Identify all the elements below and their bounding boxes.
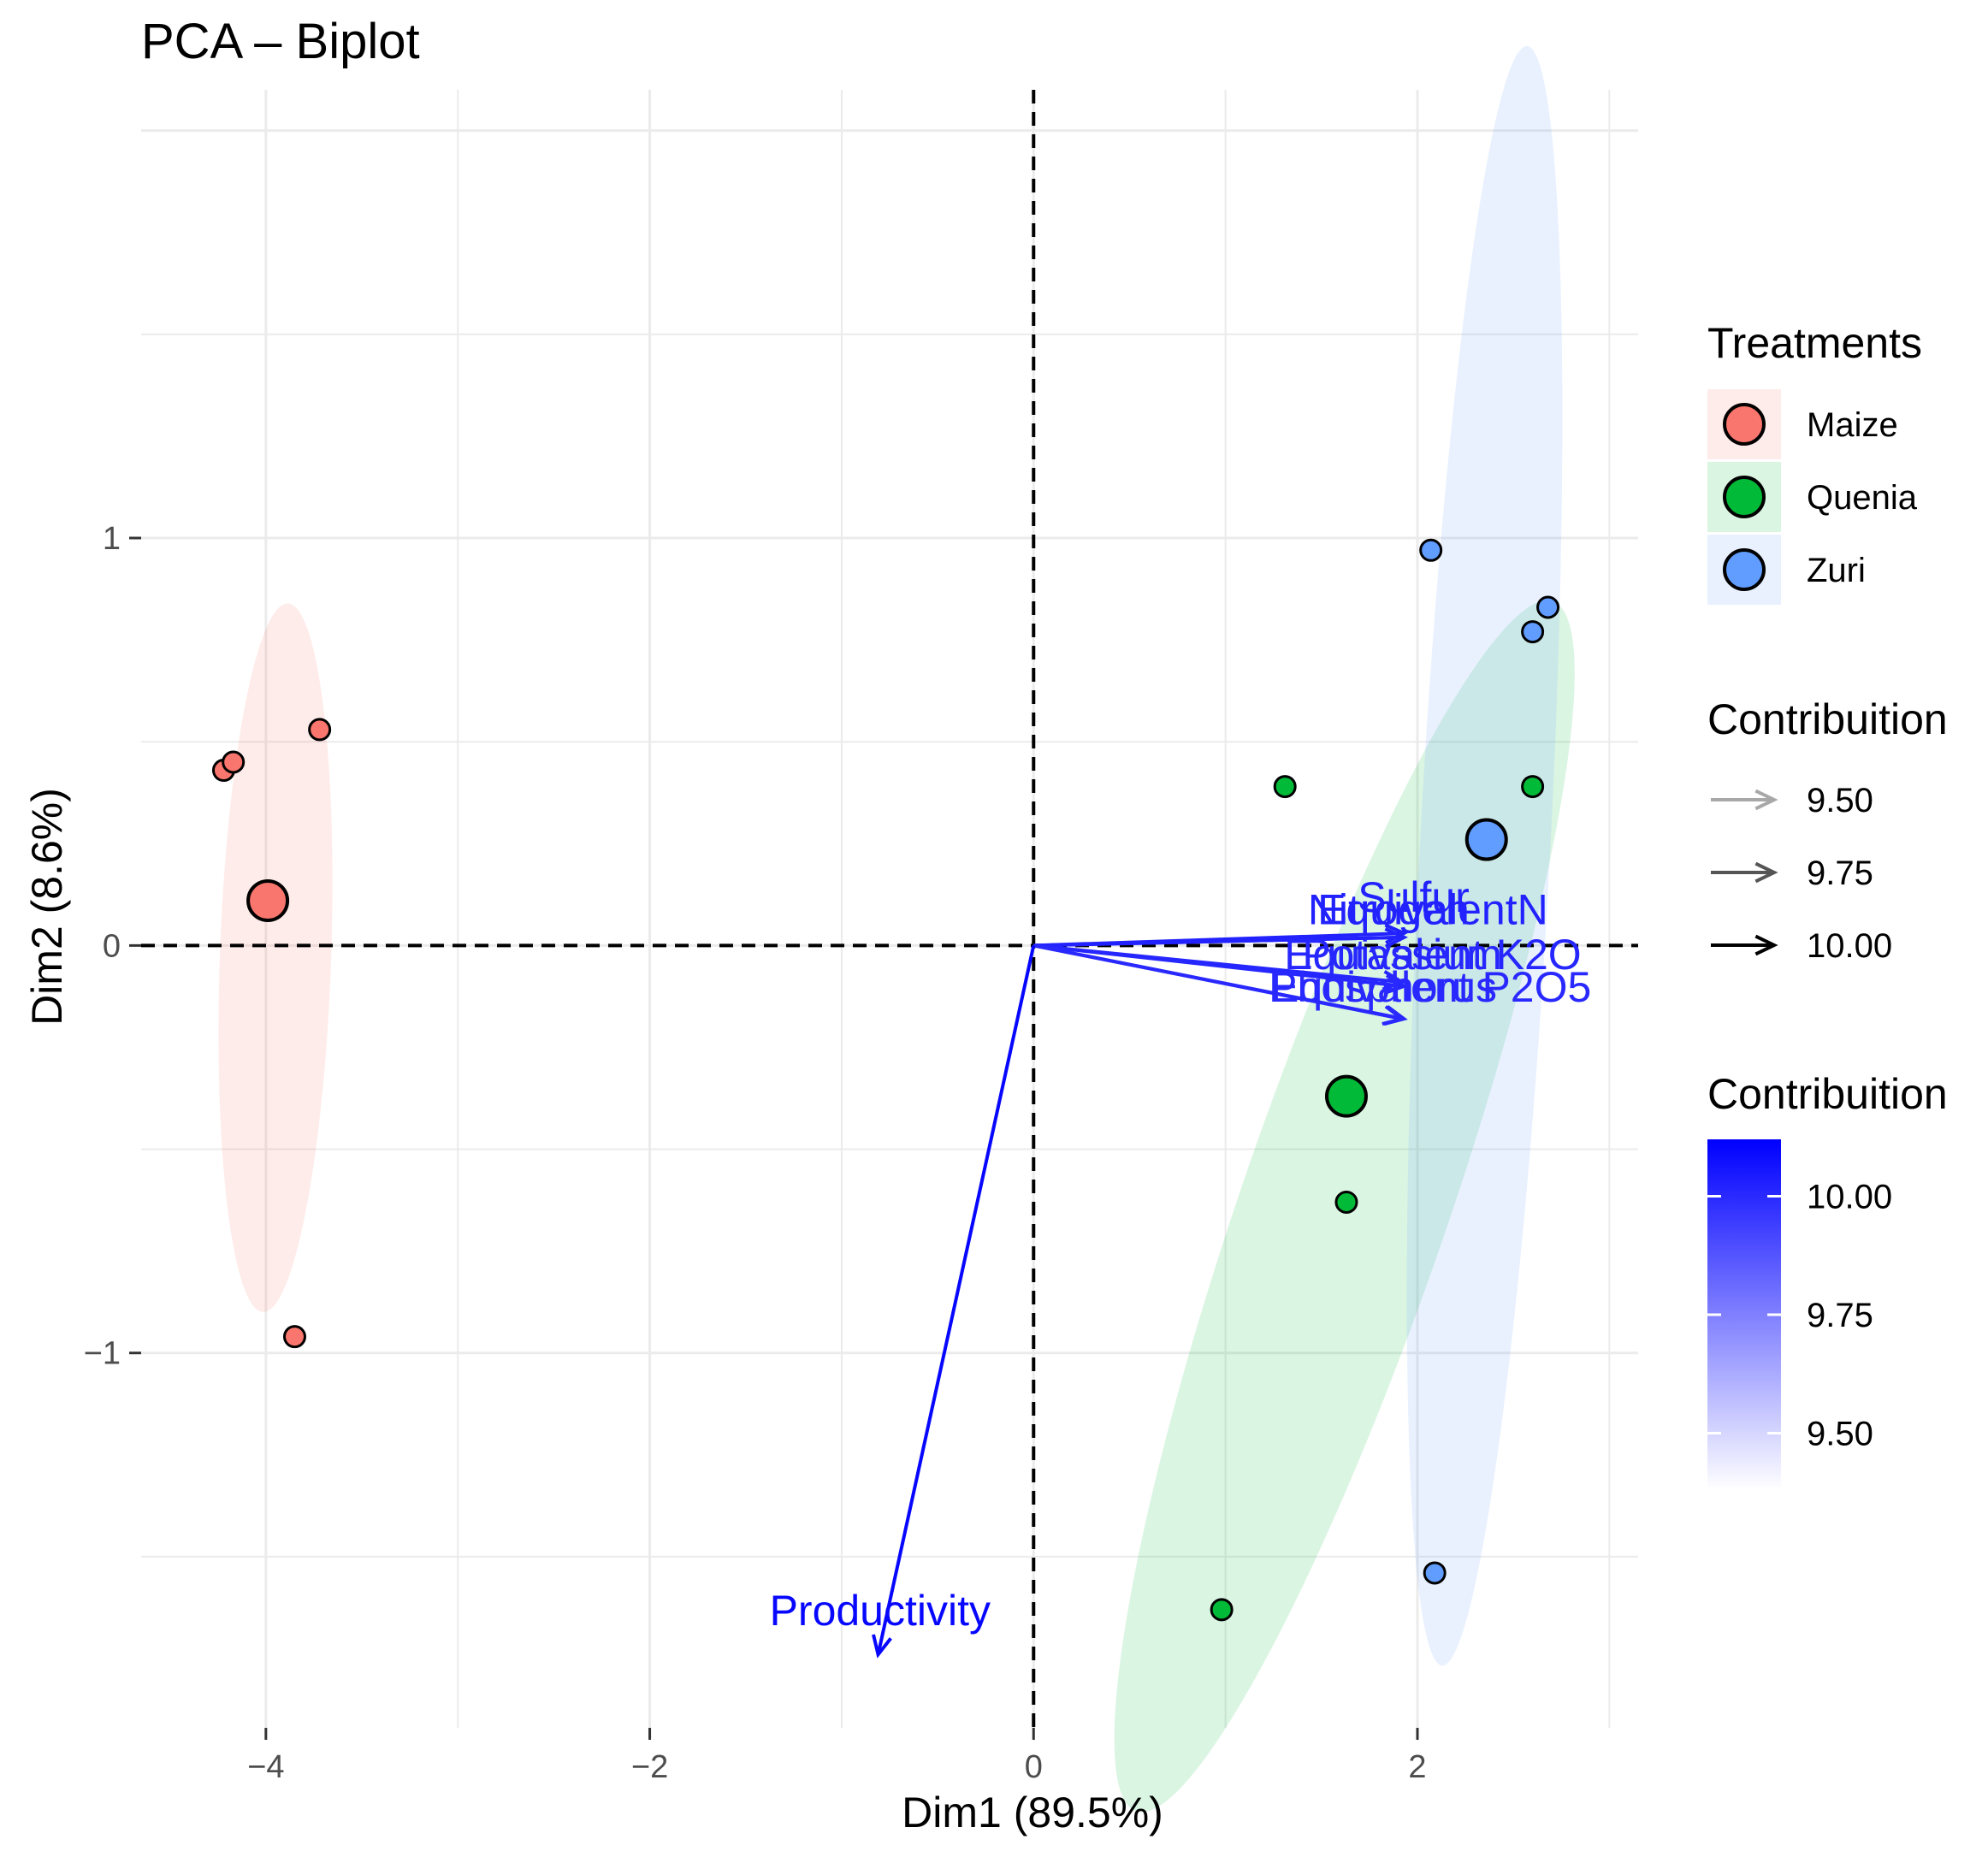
centroid-quenia bbox=[1324, 1074, 1368, 1118]
chart-title: PCA – Biplot bbox=[141, 14, 420, 69]
variable-arrowhead-6 bbox=[1383, 1005, 1408, 1026]
point-maize bbox=[222, 750, 246, 774]
x-tick-label: 0 bbox=[1025, 1749, 1043, 1785]
x-tick-label: −4 bbox=[247, 1749, 284, 1785]
legend-treatments: Treatments Maize Quenia Zuri bbox=[1707, 319, 1922, 605]
variable-arrows bbox=[872, 923, 1408, 1659]
variable-label: Phosphorus bbox=[1269, 963, 1497, 1011]
variable-arrowhead-3 bbox=[1382, 970, 1406, 991]
legend-arrowhead bbox=[1754, 861, 1778, 884]
variable-arrow-2 bbox=[1033, 935, 1405, 948]
legend-treatments-title: Treatments bbox=[1707, 319, 1922, 367]
legend-marker-quenia bbox=[1723, 476, 1766, 518]
legend-contribution-gradient: Contribuition 10.00 9.75 9.50 bbox=[1707, 1070, 1948, 1490]
x-axis-title: Dim1 (89.5%) bbox=[902, 1789, 1163, 1836]
point-quenia bbox=[1334, 1190, 1358, 1214]
point-zuri bbox=[1423, 1561, 1447, 1585]
variable-arrow-6 bbox=[1032, 943, 1405, 1021]
legend-arrow-label: 9.75 bbox=[1807, 855, 1873, 892]
variable-arrowhead-7 bbox=[872, 1634, 892, 1659]
variable-label: Nitrogen bbox=[1308, 885, 1470, 933]
legend-arrowhead bbox=[1754, 789, 1778, 811]
variable-label: EquivalentN bbox=[1317, 885, 1548, 933]
variable-label: Productivity bbox=[770, 1587, 991, 1635]
variable-label: Sulfur bbox=[1358, 873, 1470, 921]
legend-label-quenia: Quenia bbox=[1807, 479, 1918, 517]
point-quenia bbox=[1273, 775, 1297, 799]
legend-marker-maize bbox=[1723, 403, 1766, 446]
axes: −4 −2 0 2 −1 0 1 bbox=[84, 521, 1427, 1785]
variable-labels: SulfurNitrogenEquivalentNPotassiumEquiva… bbox=[770, 873, 1592, 1635]
legend-label-maize: Maize bbox=[1807, 406, 1898, 444]
variable-arrowhead-2 bbox=[1384, 927, 1408, 949]
point-quenia bbox=[1521, 775, 1545, 799]
y-tick-label: 1 bbox=[103, 521, 121, 557]
point-quenia bbox=[1210, 1598, 1234, 1622]
individual-points bbox=[211, 538, 1560, 1622]
y-tick-label: 0 bbox=[103, 928, 121, 964]
variable-arrowhead-0 bbox=[1384, 923, 1408, 944]
x-tick-label: −2 bbox=[631, 1749, 668, 1785]
legend-arrow-label: 10.00 bbox=[1807, 927, 1892, 965]
variable-label: Potassium bbox=[1302, 931, 1501, 979]
variable-arrowhead-4 bbox=[1383, 973, 1408, 995]
point-maize bbox=[308, 718, 332, 742]
legend-gradient-title: Contribuition bbox=[1707, 1070, 1948, 1118]
point-zuri bbox=[1536, 595, 1560, 619]
ellipse-maize bbox=[218, 603, 333, 1312]
point-maize bbox=[282, 1325, 306, 1349]
y-tick-label: −1 bbox=[84, 1336, 121, 1372]
point-zuri bbox=[1521, 620, 1545, 644]
y-axis-title: Dim2 (8.6%) bbox=[23, 788, 71, 1026]
legend-marker-zuri bbox=[1723, 548, 1766, 591]
legend-contribution-arrows: Contribuition 9.50 9.75 10.00 bbox=[1707, 695, 1948, 965]
gradient-tick-label: 10.00 bbox=[1807, 1178, 1892, 1215]
centroid-maize bbox=[246, 878, 290, 922]
legend-arrow-title: Contribuition bbox=[1707, 695, 1948, 743]
point-zuri bbox=[1419, 538, 1443, 562]
legend-arrow-label: 9.50 bbox=[1807, 782, 1873, 819]
variable-label: Equivalent K2O bbox=[1284, 931, 1581, 979]
variable-arrow-7 bbox=[876, 944, 1036, 1655]
plot-area: SulfurNitrogenEquivalentNPotassiumEquiva… bbox=[141, 45, 1638, 1813]
legend-arrowhead bbox=[1754, 934, 1778, 956]
variable-label: Equivalent P2O5 bbox=[1270, 963, 1591, 1011]
variable-arrow-4 bbox=[1033, 943, 1405, 988]
centroid-zuri bbox=[1464, 818, 1508, 861]
x-tick-label: 2 bbox=[1408, 1749, 1426, 1785]
gradient-tick-label: 9.75 bbox=[1807, 1297, 1873, 1334]
gradient-tick-label: 9.50 bbox=[1807, 1416, 1873, 1453]
legend-label-zuri: Zuri bbox=[1807, 552, 1866, 589]
